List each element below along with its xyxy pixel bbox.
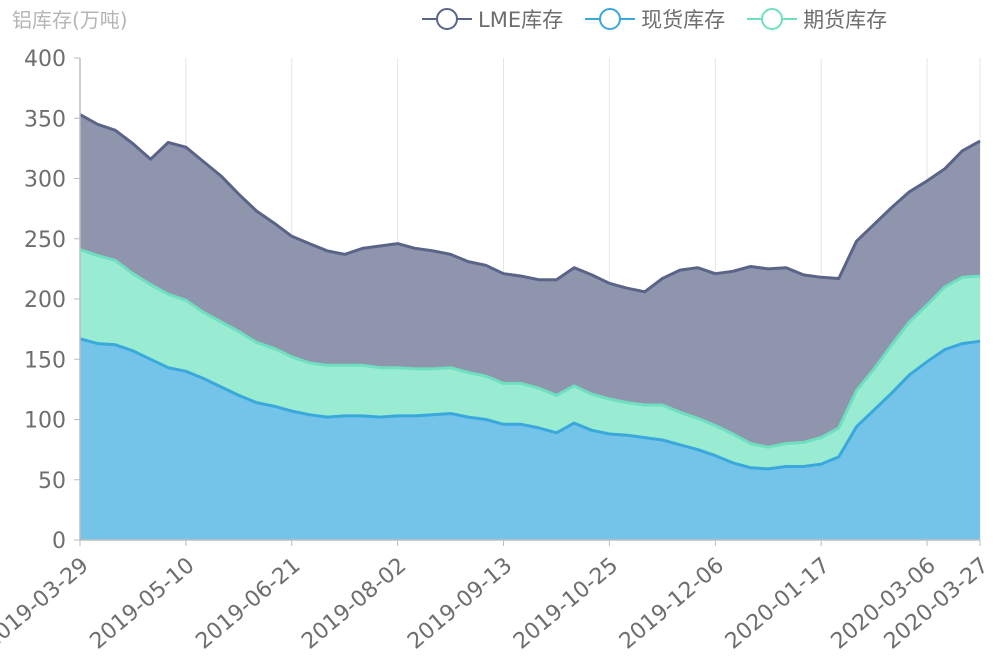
series-line-lme [79,113,981,294]
x-tick-label-0: 2019-03-29 [0,553,94,654]
x-tick-label-7: 2020-01-17 [721,553,835,654]
x-tick-label-2: 2019-06-21 [191,553,305,654]
legend-item-lme[interactable]: LME库存 [422,4,563,34]
y-tick-label-300: 300 [24,168,66,193]
y-tick-label-250: 250 [24,228,66,253]
y-tick-label-150: 150 [24,348,66,373]
y-tick-label-350: 350 [24,107,66,132]
x-tick-label-5: 2019-10-25 [509,553,623,654]
legend-symbol-futures [747,4,798,34]
legend-symbol-lme [422,4,472,34]
y-tick-label-100: 100 [24,409,66,434]
legend-label-lme: LME库存 [478,8,564,32]
legend-symbol-spot [585,4,636,34]
area-spot [80,338,980,540]
series-line-futures [79,248,981,449]
y-tick-label-400: 400 [24,47,66,72]
legend-item-spot[interactable]: 现货库存 [585,4,725,34]
legend-label-futures: 期货库存 [803,8,888,32]
series-line-spot [79,337,981,471]
legend-label-spot: 现货库存 [641,8,726,32]
y-axis-title: 铝库存(万吨) [12,8,128,32]
y-tick-label-50: 50 [38,469,66,494]
legend: LME库存 现货库存 期货库存 [422,4,909,34]
x-tick-label-4: 2019-09-13 [403,553,517,654]
legend-item-futures[interactable]: 期货库存 [747,4,887,34]
x-tick-label-3: 2019-08-02 [297,553,411,654]
y-tick-label-0: 0 [52,529,66,554]
y-tick-label-200: 200 [24,288,66,313]
x-tick-label-6: 2019-12-06 [615,553,729,654]
x-tick-label-1: 2019-05-10 [85,553,199,654]
